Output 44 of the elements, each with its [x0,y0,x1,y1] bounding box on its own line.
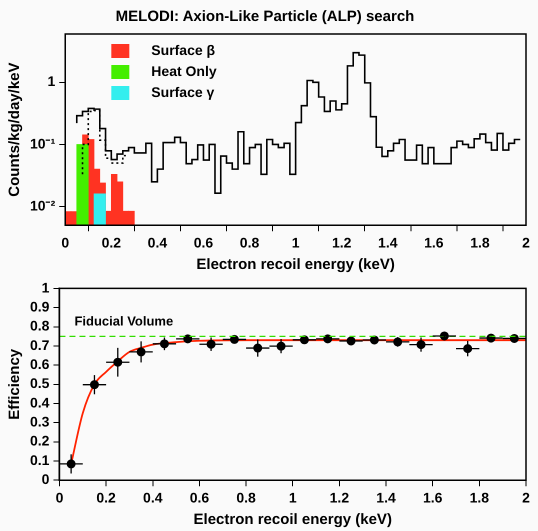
y-tick-label: 10⁻¹ [30,135,56,152]
chart-title: MELODI: Axion-Like Particle (ALP) search [116,8,414,26]
x-tick-label: 1 [292,234,300,250]
x-tick-label: 0.2 [96,489,116,506]
y-tick-label: 0.2 [30,432,50,449]
x-tick-label: 1.2 [330,489,350,506]
x-tick-label: 0.6 [194,234,214,250]
x-tick-label: 0 [61,234,70,250]
x-tick-label: 0.4 [148,234,168,250]
y-axis-title: Counts/kg/day/keV [6,62,24,197]
y-tick-label: 10⁻² [30,197,56,214]
y-tick-label: 0.7 [30,336,50,353]
x-axis-title: Electron recoil energy (keV) [194,511,392,528]
y-axis-title: Efficiency [6,348,24,420]
legend-label: Surface γ [151,84,215,100]
x-axis-title: Electron recoil energy (keV) [196,256,395,274]
x-tick-label: 0.8 [236,489,256,506]
x-tick-label: 0.8 [240,234,260,250]
x-tick-label: 2 [522,234,530,250]
y-tick-label: 0.3 [30,414,50,430]
x-tick-label: 1.8 [470,234,490,250]
x-tick-label: 0.6 [190,489,210,506]
legend-label: Surface β [151,42,216,58]
x-tick-label: 1.4 [376,489,396,506]
x-tick-label: 2 [522,489,530,506]
x-tick-label: 0.2 [102,234,122,250]
y-tick-label: 0.4 [30,394,50,410]
ref-line-label: Fiducial Volume [74,313,174,328]
x-tick-label: 0.4 [143,489,163,506]
y-tick-label: 1 [42,279,50,296]
y-tick-label: 0.1 [30,452,50,468]
y-tick-label: 0 [42,471,50,488]
y-tick-label: 0.9 [30,298,50,314]
x-tick-label: 1.6 [422,489,443,506]
y-tick-label: 0.6 [30,356,50,372]
y-tick-label: 0.8 [30,318,50,334]
y-tick-label: 1 [47,73,56,90]
x-tick-label: 1 [288,489,297,506]
legend-label: Heat Only [151,62,217,79]
x-tick-label: 1.8 [470,489,490,506]
x-tick-label: 1.4 [378,234,398,250]
x-tick-label: 1.6 [424,234,444,250]
x-tick-label: 1.2 [332,234,352,250]
y-tick-label: 0.5 [30,375,50,392]
